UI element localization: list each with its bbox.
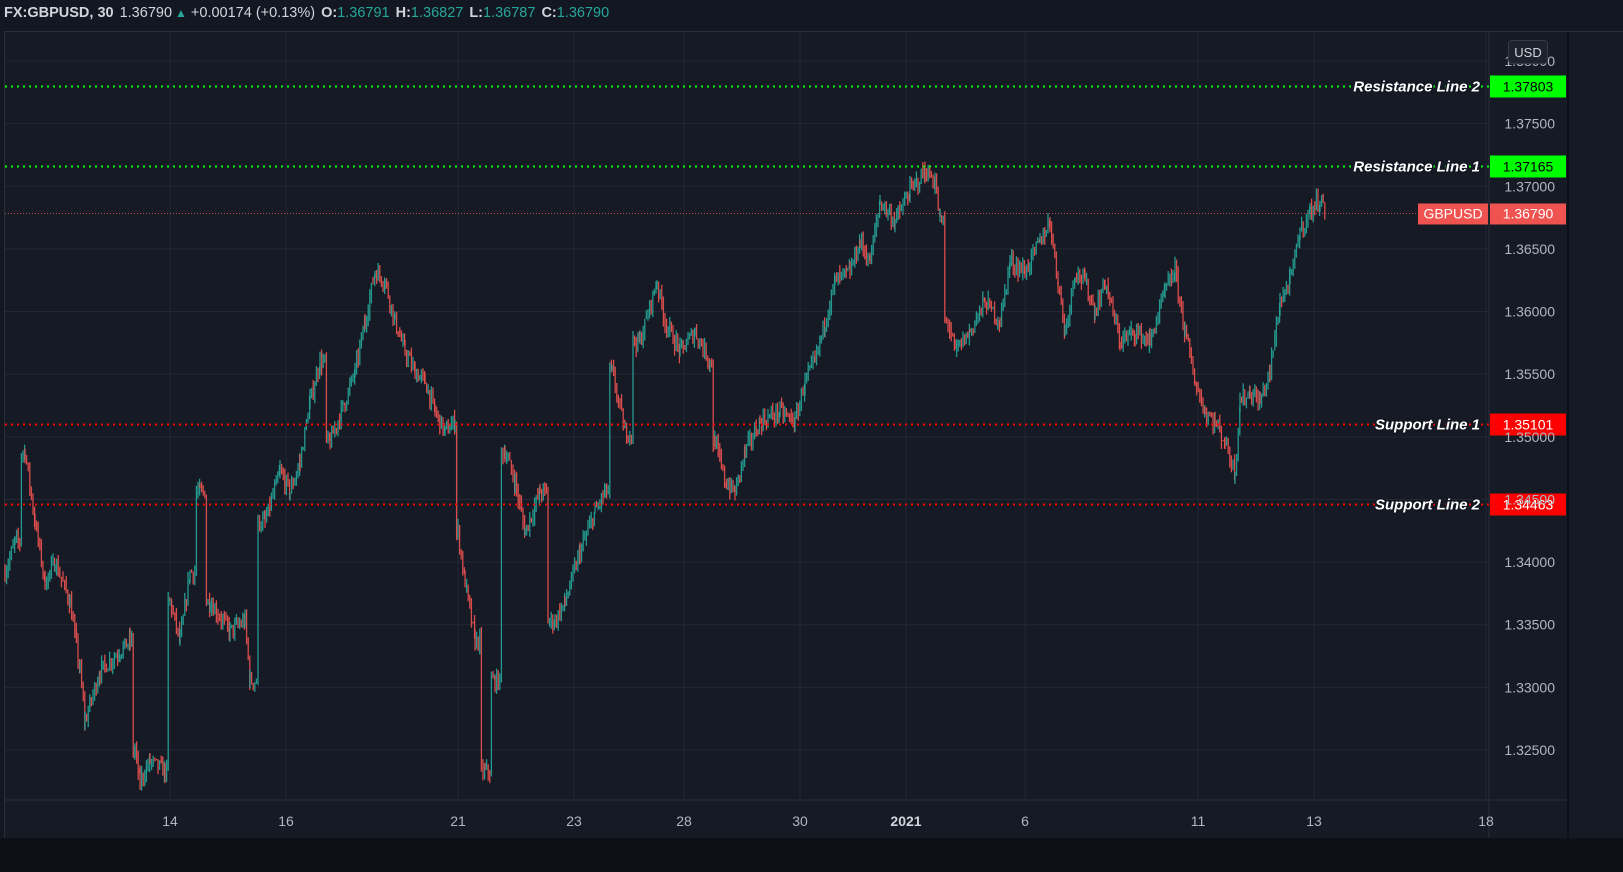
svg-text:23: 23 xyxy=(566,813,582,829)
svg-text:14: 14 xyxy=(162,813,178,829)
svg-text:11: 11 xyxy=(1191,813,1206,829)
low-label: L: xyxy=(469,5,484,21)
svg-text:1.35101: 1.35101 xyxy=(1503,417,1554,433)
grid xyxy=(5,32,1489,800)
svg-text:1.35500: 1.35500 xyxy=(1504,366,1555,382)
resistance-line[interactable]: Resistance Line 1 1.37165 xyxy=(5,155,1566,178)
open-value: 1.36791 xyxy=(337,5,390,21)
price-tag xyxy=(1490,75,1566,98)
svg-text:30: 30 xyxy=(792,813,808,829)
svg-text:1.37500: 1.37500 xyxy=(1504,116,1555,132)
symbol-tag xyxy=(1418,203,1488,225)
level-label: Support Line 2 xyxy=(1375,497,1481,514)
svg-text:GBPUSD: GBPUSD xyxy=(1423,206,1482,222)
close-value: 1.36790 xyxy=(556,5,610,21)
svg-text:1.34000: 1.34000 xyxy=(1504,554,1555,570)
price-axis[interactable]: 1.380001.375001.370001.365001.360001.355… xyxy=(1504,53,1555,758)
chart-pane[interactable] xyxy=(4,31,1623,869)
currency-button[interactable]: USD xyxy=(1508,40,1548,64)
candlesticks xyxy=(4,161,1326,791)
svg-text:21: 21 xyxy=(450,813,466,829)
svg-text:1.36790: 1.36790 xyxy=(1503,206,1554,222)
support-line[interactable]: Support Line 1 1.35101 xyxy=(5,413,1566,436)
current-price-tag xyxy=(1490,203,1566,225)
close-label: C: xyxy=(541,5,557,21)
svg-text:1.35000: 1.35000 xyxy=(1504,429,1555,445)
svg-text:28: 28 xyxy=(676,813,692,829)
svg-text:1.34500: 1.34500 xyxy=(1504,491,1555,507)
current-price-line: GBPUSD 1.36790 xyxy=(5,203,1566,225)
last-price: 1.36790 xyxy=(119,5,173,21)
svg-text:1.36500: 1.36500 xyxy=(1504,241,1555,257)
symbol-interval[interactable]: FX:GBPUSD, 30 xyxy=(4,5,114,21)
high-value: 1.36827 xyxy=(410,5,464,21)
open-label: O: xyxy=(321,5,338,21)
svg-text:13: 13 xyxy=(1306,813,1322,829)
level-label: Support Line 1 xyxy=(1375,417,1480,434)
svg-text:1.33500: 1.33500 xyxy=(1504,617,1555,633)
triangle-up-icon: ▲ xyxy=(175,6,187,20)
price-tag xyxy=(1490,493,1566,516)
svg-text:1.33000: 1.33000 xyxy=(1504,679,1555,695)
svg-text:2021: 2021 xyxy=(890,813,921,829)
svg-text:6: 6 xyxy=(1021,813,1029,829)
svg-text:1.34463: 1.34463 xyxy=(1503,497,1554,513)
price-tag xyxy=(1490,155,1566,178)
low-value: 1.36787 xyxy=(483,5,536,21)
chart-header: FX:GBPUSD, 30 1.36790 ▲ +0.00174 (+0.13%… xyxy=(0,0,1623,26)
svg-text:18: 18 xyxy=(1478,813,1494,829)
svg-text:16: 16 xyxy=(278,813,294,829)
level-label: Resistance Line 2 xyxy=(1353,79,1480,96)
resistance-line[interactable]: Resistance Line 2 1.37803 xyxy=(5,75,1566,98)
high-label: H: xyxy=(395,5,411,21)
svg-text:1.32500: 1.32500 xyxy=(1504,742,1555,758)
support-line[interactable]: Support Line 2 1.34463 xyxy=(5,493,1566,516)
svg-text:1.37000: 1.37000 xyxy=(1504,178,1555,194)
price-tag xyxy=(1490,413,1566,436)
price-change: +0.00174 (+0.13%) xyxy=(190,5,316,21)
time-axis[interactable]: 14 16 21 23 28 30 2021 6 11 13 18 xyxy=(162,813,1494,829)
svg-text:1.36000: 1.36000 xyxy=(1504,304,1555,320)
level-label: Resistance Line 1 xyxy=(1353,159,1480,176)
bottom-strip xyxy=(0,838,1623,872)
svg-text:1.37803: 1.37803 xyxy=(1503,79,1554,95)
svg-text:1.37165: 1.37165 xyxy=(1503,159,1554,175)
